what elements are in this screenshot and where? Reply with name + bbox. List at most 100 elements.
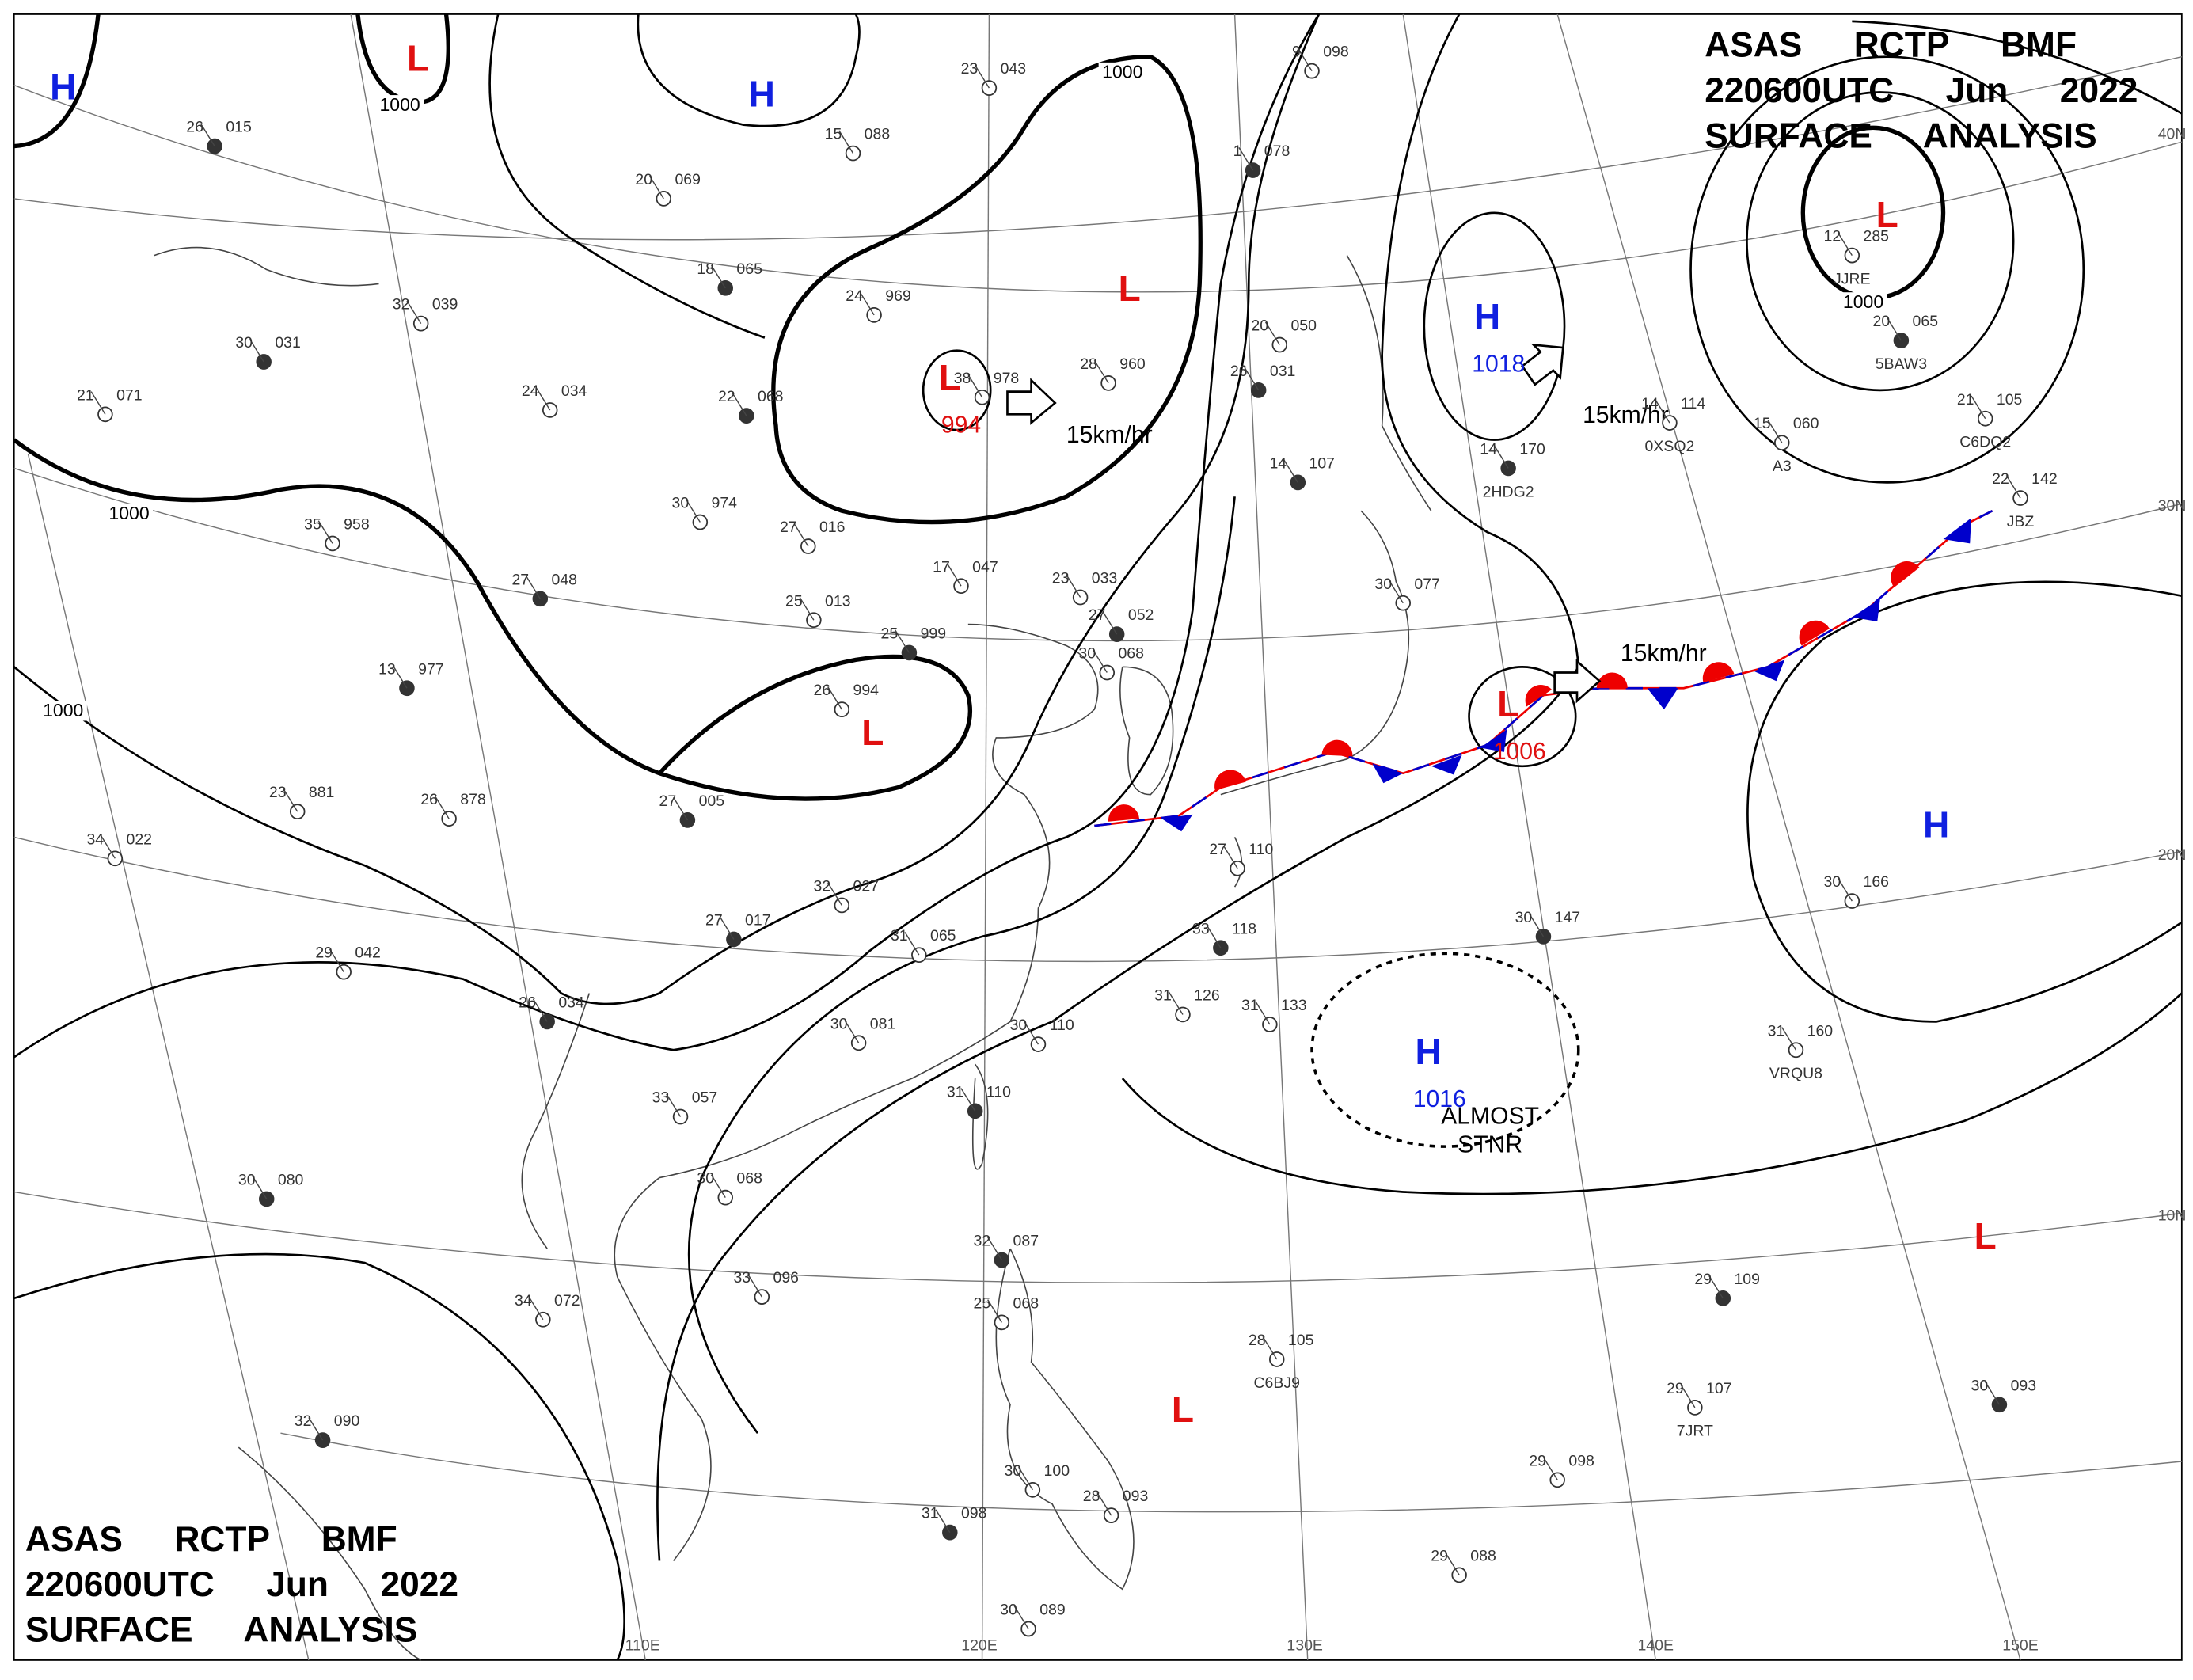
isobar-label: 1000 [1843,291,1883,312]
station-wind [1971,395,1986,420]
station-pressure: 043 [1001,60,1027,78]
warm-front-symbol [1799,620,1830,646]
station-pressure: 098 [1323,44,1349,61]
station-wind [1093,359,1109,384]
station-pressure: 039 [432,296,458,314]
station-pressure: 878 [460,791,486,808]
station: 26 878 [420,791,486,827]
warm-front-symbol [1596,672,1628,689]
station-circle [1072,589,1089,606]
station-temperature: 14 [1269,454,1287,472]
station-wind [1264,321,1280,345]
isobar-label-bg [39,701,87,721]
station-temperature: 22 [718,388,735,405]
station: 25 999 [881,625,946,661]
coast [1220,510,1410,796]
parallel [13,84,2183,293]
station-pressure: 077 [1414,576,1440,593]
station: 20 069 [635,171,701,207]
station-circle [1304,63,1320,79]
meridian [1402,13,1656,1661]
isobar-label-bg [105,504,154,524]
station: 20 050 [1251,317,1317,353]
station-wind [1655,400,1670,424]
station-pressure: 110 [1249,841,1273,858]
station-pressure: 107 [1706,1380,1732,1397]
station-temperature: 25 [881,625,899,642]
station-pressure: 071 [116,386,143,404]
station-temperature: 22 [1992,470,2009,488]
station-temperature: 20 [635,171,652,188]
station-temperature: 23 [269,784,287,801]
station-wind [673,796,688,821]
latitude-label: 10N [2158,1207,2187,1224]
coast [238,1446,422,1661]
station-pressure: 042 [355,945,381,962]
station: 23 033 [1052,570,1117,606]
station: 29 107 7JRT [1667,1380,1732,1440]
isobars [13,13,2183,1661]
isobar-dashed [1310,952,1580,1148]
isobar [13,13,101,149]
station-pressure: 078 [1264,143,1290,160]
station-temperature: 21 [1957,391,1974,409]
station-id: JBZ [2007,513,2035,530]
isobar [637,13,861,127]
station-pressure: 098 [961,1505,987,1522]
station-pressure: 069 [675,171,701,188]
station-pressure: 088 [1470,1547,1496,1564]
station: 14 170 2HDG2 [1480,440,1545,500]
station-temperature: 31 [922,1505,939,1522]
station-wind [793,523,809,547]
station-wind [827,882,842,906]
station-wind [844,1020,860,1043]
station-pressure: 005 [699,792,725,810]
longitude-label: 120E [961,1636,998,1654]
station-temperature: 28 [1080,355,1097,373]
parallel [13,836,2182,963]
station: 26 015 [186,119,252,154]
station-pressure: 072 [554,1292,580,1309]
station-wind [1708,1275,1724,1299]
station: 30 147 [1515,909,1580,945]
station-wind [1985,1382,2001,1405]
station-temperature: 30 [697,1170,714,1188]
station-temperature: 30 [830,1015,848,1032]
station-temperature: 13 [378,660,396,678]
motion-arrows [1006,343,1602,704]
meridian [1556,13,2021,1661]
stationary-note: ALMOST [1441,1103,1539,1129]
isobar [687,496,1236,1434]
system-symbol: H [749,73,775,114]
isobar-label-bg [375,95,424,116]
isobar [1468,666,1577,768]
station-id: JJRE [1834,270,1871,287]
system-symbol: L [1119,268,1141,309]
station: 18 065 [697,260,762,296]
cold-front-symbol [1372,763,1404,784]
station-pressure: 065 [930,927,956,945]
station-id: 2HDG2 [1483,483,1534,500]
station: 27 017 [705,911,771,948]
isobar [1746,91,2015,392]
station-wind [904,932,920,956]
isobar [922,349,992,431]
warm-front-symbol [1891,561,1920,587]
station: 29 109 [1694,1271,1760,1306]
station-pressure: 031 [275,334,301,352]
warm-front-symbol [1214,770,1246,791]
station-wind [827,686,842,710]
header-line: SURFACE ANALYSIS [25,1610,417,1649]
isobar [13,13,1321,1005]
station-wind [859,291,875,316]
station-pressure: 081 [870,1015,896,1032]
isobar-label: 1000 [379,94,420,115]
motion-arrow [1006,378,1057,425]
station-wind [1255,1001,1271,1025]
motion-label: 15km/hr [1621,640,1707,667]
station-temperature: 14 [1641,395,1659,412]
station: 22 142 JBZ [1992,470,2058,530]
station-pressure: 093 [2011,1377,2037,1394]
station: 14 114 0XSQ2 [1641,395,1705,455]
station: 31 133 [1241,997,1307,1032]
